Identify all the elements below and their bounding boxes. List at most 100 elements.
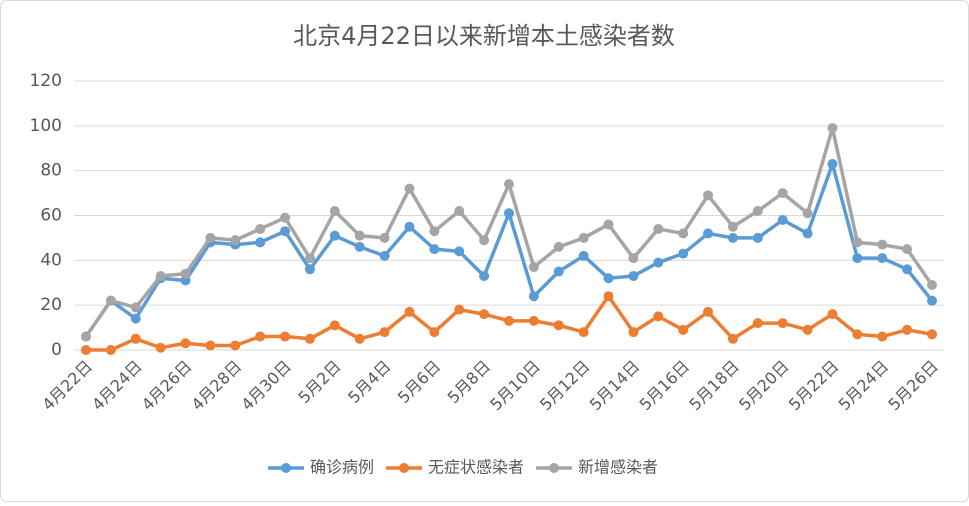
data-point	[528, 262, 539, 273]
data-point	[504, 179, 514, 190]
data-point	[429, 327, 440, 338]
data-point	[81, 345, 91, 355]
legend-label: 新增感染者	[578, 458, 658, 477]
data-point	[479, 235, 490, 246]
data-point	[902, 324, 913, 335]
data-point	[454, 246, 465, 257]
data-point	[802, 228, 813, 239]
data-point	[827, 309, 838, 320]
data-point	[628, 271, 639, 282]
data-point	[927, 295, 937, 306]
data-point	[553, 266, 564, 277]
data-point	[354, 230, 365, 241]
y-tick-label: 100	[30, 116, 62, 136]
data-point	[429, 244, 440, 255]
y-tick-label: 80	[40, 161, 62, 181]
data-point	[155, 342, 166, 353]
data-point	[802, 324, 813, 335]
data-point	[777, 188, 788, 199]
data-point	[155, 271, 166, 282]
data-point	[255, 237, 266, 248]
data-point	[379, 250, 390, 261]
data-point	[180, 338, 191, 349]
data-point	[628, 253, 639, 264]
data-point	[752, 206, 763, 217]
data-point	[927, 279, 937, 290]
data-point	[777, 214, 788, 225]
data-point	[877, 253, 888, 264]
data-point	[180, 268, 191, 279]
data-point	[354, 241, 365, 252]
data-point	[902, 244, 913, 255]
data-point	[603, 291, 614, 302]
data-point	[578, 250, 589, 261]
data-point	[827, 123, 838, 134]
data-point	[678, 228, 689, 239]
data-point	[205, 232, 216, 243]
data-point	[877, 331, 888, 342]
legend-marker	[549, 463, 560, 473]
data-point	[877, 239, 888, 250]
data-point	[852, 329, 863, 340]
legend-label: 无症状感染者	[428, 458, 524, 477]
data-point	[628, 327, 639, 338]
data-point	[752, 232, 763, 243]
data-point	[777, 318, 788, 329]
data-point	[703, 190, 714, 201]
y-tick-label: 0	[51, 340, 62, 360]
data-point	[329, 230, 340, 241]
data-point	[703, 228, 714, 239]
y-tick-label: 60	[40, 206, 62, 226]
data-point	[653, 223, 664, 234]
data-point	[852, 253, 863, 264]
data-point	[678, 324, 689, 335]
data-point	[205, 340, 216, 351]
data-point	[230, 235, 241, 246]
data-point	[528, 315, 539, 326]
data-point	[553, 320, 564, 331]
data-point	[927, 329, 937, 340]
legend-marker	[281, 463, 291, 473]
data-point	[454, 206, 465, 217]
data-point	[255, 331, 266, 342]
data-point	[379, 327, 390, 338]
data-point	[130, 313, 141, 324]
data-point	[479, 309, 490, 320]
data-point	[429, 226, 440, 237]
data-point	[280, 331, 291, 342]
data-point	[379, 232, 390, 243]
legend-label: 确诊病例	[310, 458, 374, 477]
legend-marker	[399, 463, 410, 473]
data-point	[653, 311, 664, 322]
data-point	[603, 219, 614, 230]
data-point	[329, 320, 340, 331]
data-point	[727, 221, 738, 232]
data-point	[255, 223, 266, 234]
y-tick-label: 40	[40, 250, 62, 270]
data-point	[504, 208, 514, 219]
data-point	[304, 333, 315, 344]
data-point	[727, 232, 738, 243]
data-point	[130, 302, 141, 313]
data-point	[678, 248, 689, 259]
data-point	[329, 206, 340, 217]
data-point	[354, 333, 365, 344]
data-point	[81, 331, 91, 342]
data-point	[130, 333, 141, 344]
chart-title: 北京4月22日以来新增本土感染者数	[293, 22, 675, 50]
data-point	[404, 183, 415, 194]
data-point	[404, 306, 415, 317]
data-point	[752, 318, 763, 329]
data-point	[553, 241, 564, 252]
data-point	[304, 253, 315, 264]
data-point	[105, 295, 116, 306]
data-point	[230, 340, 241, 351]
data-point	[703, 306, 714, 317]
data-point	[280, 212, 291, 223]
data-point	[504, 315, 514, 326]
data-point	[852, 237, 863, 248]
data-point	[902, 264, 913, 275]
data-point	[653, 257, 664, 268]
data-point	[827, 158, 838, 169]
